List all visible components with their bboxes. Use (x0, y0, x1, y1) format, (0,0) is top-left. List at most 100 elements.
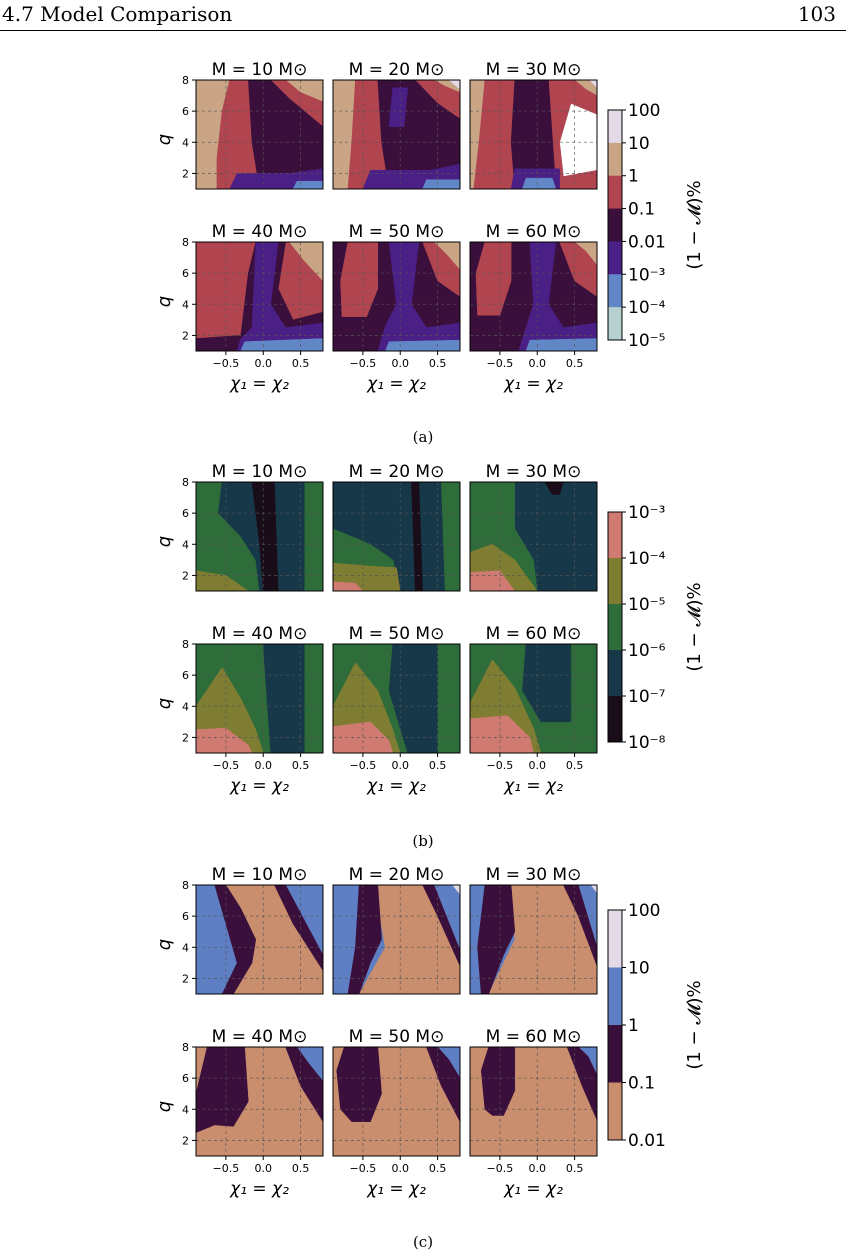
colorbar-frame (607, 511, 623, 743)
y-tick-label: 4 (182, 538, 189, 551)
panel-title: M = 20 M⊙ (349, 462, 445, 482)
contour-region-6 (385, 339, 460, 351)
colorbar-swatch (608, 604, 622, 651)
panel-frame (469, 241, 598, 352)
contour-region-4 (340, 242, 379, 317)
contour-region-3 (589, 80, 597, 89)
contour-region-4 (470, 570, 516, 591)
colorbar-tick-label: 10 (628, 959, 650, 979)
page-number: 103 (797, 2, 836, 26)
x-tick-label: 0.0 (528, 357, 546, 370)
panel-b-5: M = 50 M⊙ −0.5 0.0 0.5χ₁ = χ₂ (332, 624, 461, 796)
colorbar-tick-label: 10⁻³ (628, 265, 665, 285)
header-rule (0, 30, 846, 31)
panel-c-4: M = 40 M⊙ 2 4 6 8 q −0.5 0.0 0.5χ₁ = χ₂ (154, 1027, 324, 1199)
colorbar-tick-label: 0.01 (628, 1131, 666, 1151)
y-tick-label: 4 (182, 1103, 189, 1116)
panel-a-5: M = 50 M⊙ −0.5 0.0 0.5χ₁ = χ₂ (332, 222, 461, 394)
panel-b-2: M = 20 M⊙ (332, 462, 461, 592)
panel-title: M = 10 M⊙ (212, 60, 308, 80)
colorbar-label: (1 − 𝓜)% (684, 582, 705, 671)
y-tick-label: 4 (182, 136, 189, 149)
panel-title: M = 60 M⊙ (486, 624, 582, 644)
panel-b-6: M = 60 M⊙ −0.5 0.0 0.5χ₁ = χ₂ (469, 624, 598, 796)
x-tick-label: 0.5 (429, 759, 447, 772)
panel-frame (469, 79, 598, 190)
contour-region-4 (480, 1047, 516, 1116)
x-axis-label: χ₁ = χ₂ (229, 1179, 289, 1199)
contour-region-3 (426, 1047, 460, 1122)
figure-a: M = 10 M⊙ 2 4 6 8 q M = 20 M⊙ M = 30 M⊙ M = 40 M… (0, 60, 846, 446)
contour-region-4 (196, 727, 253, 753)
y-axis-label: q (154, 134, 175, 145)
panel-frame (469, 643, 598, 754)
y-axis-label: q (154, 1101, 175, 1112)
x-tick-label: 0.5 (429, 1162, 447, 1175)
x-tick-label: 0.5 (566, 759, 584, 772)
panel-frame (332, 643, 461, 754)
panel-title: M = 30 M⊙ (486, 60, 582, 80)
colorbar-tick-label: 100 (628, 101, 660, 121)
x-tick-label: 0.0 (254, 759, 272, 772)
colorbar-swatch (608, 558, 622, 605)
figure-c-plot: M = 10 M⊙ 2 4 6 8 q M = 20 M⊙ M = 30 M⊙ M = 40 M… (154, 865, 705, 1199)
x-tick-label: −0.5 (213, 357, 240, 370)
panel-title: M = 50 M⊙ (349, 222, 445, 242)
x-tick-label: 0.0 (391, 759, 409, 772)
colorbar-swatch (608, 142, 622, 177)
y-tick-label: 2 (182, 329, 189, 342)
contour-region-4 (333, 721, 394, 753)
contour-region-4 (470, 715, 534, 753)
contour-region-3 (448, 80, 460, 90)
running-head-section: 4.7 Model Comparison (2, 2, 233, 26)
contour-region-6 (525, 338, 597, 351)
y-tick-label: 6 (182, 669, 189, 682)
figure-a-caption: (a) (412, 428, 434, 446)
x-tick-label: 0.0 (391, 1162, 409, 1175)
contour-region-5 (590, 885, 597, 894)
colorbar-b: 10⁻³ 10⁻⁴ 10⁻⁵ 10⁻⁶ 10⁻⁷ 10⁻⁸ (1 − 𝓜)% (607, 503, 705, 753)
colorbar-swatch (608, 307, 622, 341)
panel-a-1: M = 10 M⊙ 2 4 6 8 q (154, 60, 324, 190)
x-tick-label: −0.5 (487, 357, 514, 370)
panel-title: M = 20 M⊙ (349, 865, 445, 885)
figure-b-plot: M = 10 M⊙ 2 4 6 8 q M = 20 M⊙ M = 30 M⊙ M = 40 M… (154, 462, 705, 796)
colorbar-tick-label: 10⁻⁸ (628, 733, 666, 753)
colorbar-swatch (608, 274, 622, 308)
panel-title: M = 30 M⊙ (486, 865, 582, 885)
x-axis-label: χ₁ = χ₂ (366, 374, 426, 394)
contour-region-2 (262, 644, 305, 753)
colorbar-tick-label: 0.1 (628, 1074, 655, 1094)
panel-title: M = 20 M⊙ (349, 60, 445, 80)
panel-frame (195, 1046, 324, 1157)
panel-frame (195, 481, 324, 592)
colorbar-swatch (608, 967, 622, 1026)
x-axis-label: χ₁ = χ₂ (503, 1179, 563, 1199)
panel-a-6: M = 60 M⊙ −0.5 0.0 0.5χ₁ = χ₂ (469, 222, 598, 394)
x-axis-label: χ₁ = χ₂ (503, 776, 563, 796)
contour-region-5 (248, 80, 323, 189)
colorbar-tick-label: 1 (628, 1016, 639, 1036)
y-tick-label: 8 (182, 476, 189, 489)
y-tick-label: 8 (182, 236, 189, 249)
contour-region-5 (333, 581, 364, 591)
colorbar-tick-label: 0.1 (628, 200, 655, 220)
y-tick-label: 8 (182, 879, 189, 892)
colorbar-tick-label: 10⁻⁵ (628, 331, 665, 351)
panel-a-3: M = 30 M⊙ (469, 60, 598, 190)
x-axis-label: χ₁ = χ₂ (366, 776, 426, 796)
contour-region-7 (292, 180, 323, 189)
panel-b-3: M = 30 M⊙ (469, 462, 598, 592)
y-tick-label: 2 (182, 972, 189, 985)
colorbar-frame (607, 109, 623, 341)
panel-frame (195, 884, 324, 995)
colorbar-tick-label: 10⁻³ (628, 503, 665, 523)
contour-region-5 (240, 338, 323, 351)
panel-frame (469, 481, 598, 592)
panel-frame (332, 241, 461, 352)
colorbar-tick-label: 10⁻⁵ (628, 595, 665, 615)
contour-region-2 (522, 644, 572, 723)
panel-b-4: M = 40 M⊙ 2 4 6 8 q −0.5 0.0 0.5χ₁ = χ₂ (154, 624, 324, 796)
y-tick-label: 2 (182, 1134, 189, 1147)
contour-region-5 (544, 482, 564, 495)
